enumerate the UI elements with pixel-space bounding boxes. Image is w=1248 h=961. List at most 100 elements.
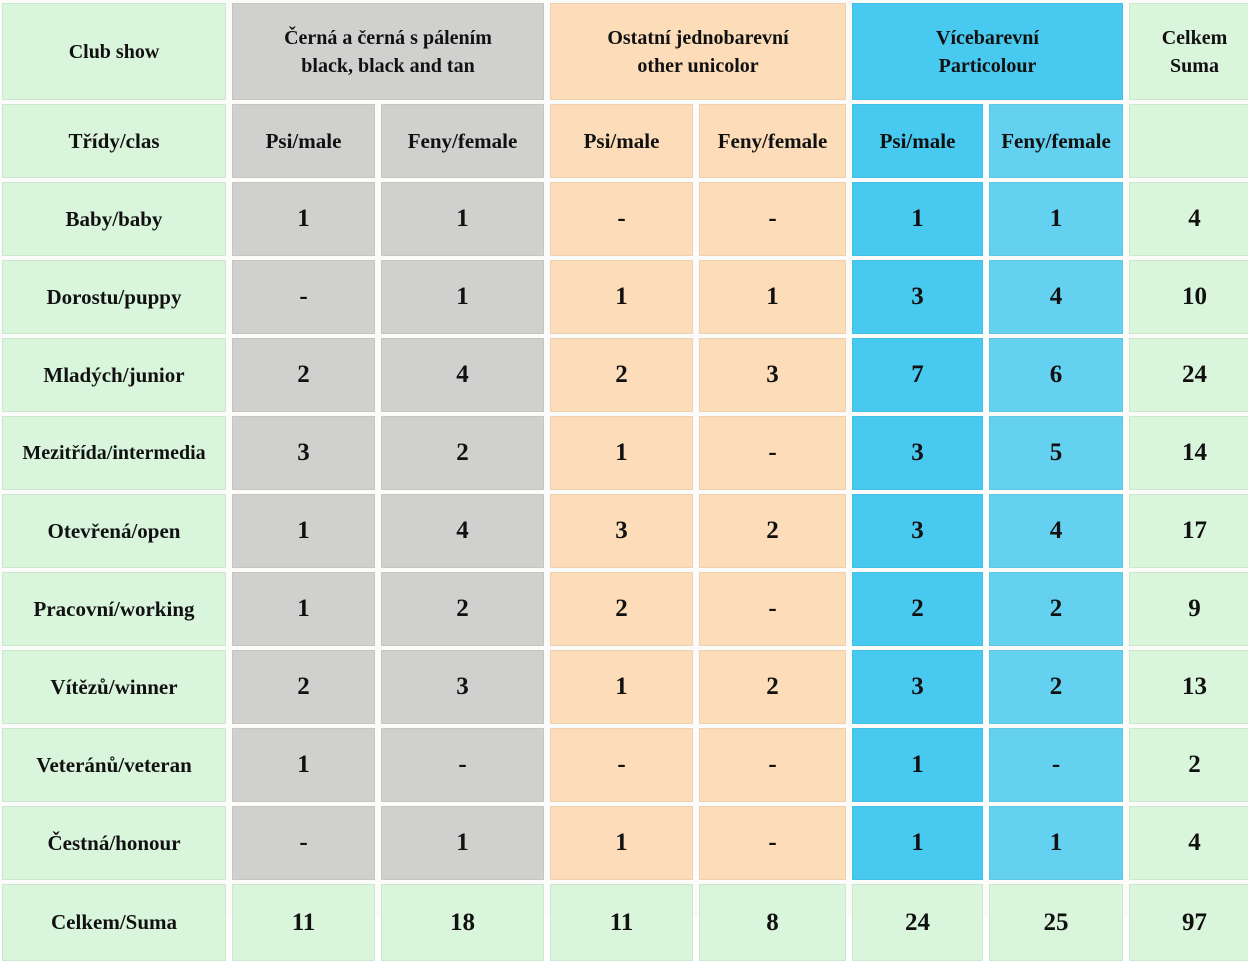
row-label: Vítězů/winner [2,650,226,724]
group-other-line2: other unicolor [637,54,759,77]
table-cell: 1 [381,260,544,334]
table-cell: 3 [550,494,693,568]
table-cell: 3 [852,416,983,490]
grand-total: 97 [1129,884,1248,961]
table-cell: 2 [381,416,544,490]
row-label: Mezitřída/intermedia [2,416,226,490]
subheader-black-male: Psi/male [232,104,375,178]
row-total: 24 [1129,338,1248,412]
table-cell: - [550,728,693,802]
table-cell: 1 [550,806,693,880]
corner-title: Club show [2,3,226,100]
row-total: 10 [1129,260,1248,334]
table-cell: - [699,572,846,646]
table-cell: 1 [381,806,544,880]
table-cell: 4 [989,260,1123,334]
table-cell: 3 [381,650,544,724]
table-cell: - [232,806,375,880]
total-header-line1: Celkem [1161,26,1228,49]
row-label: Mladých/junior [2,338,226,412]
table-cell: - [699,416,846,490]
subheader-total-empty [1129,104,1248,178]
group-header-black: Černá a černá s pálením black, black and … [232,3,544,100]
group-black-line1: Černá a černá s pálením [284,26,492,49]
table-cell: 2 [699,650,846,724]
table-cell: 1 [232,182,375,256]
table-cell: 2 [852,572,983,646]
sum-cell: 24 [852,884,983,961]
subheader-multi-male: Psi/male [852,104,983,178]
table-cell: 1 [852,182,983,256]
total-header: Celkem Suma [1129,3,1248,100]
table-cell: 1 [232,728,375,802]
row-label: Baby/baby [2,182,226,256]
sum-cell: 18 [381,884,544,961]
table-cell: 2 [699,494,846,568]
group-multi-line1: Vícebarevní [936,26,1039,49]
sum-cell: 11 [550,884,693,961]
table-cell: - [381,728,544,802]
table-cell: 1 [381,182,544,256]
row-total: 14 [1129,416,1248,490]
subheader-black-female: Feny/female [381,104,544,178]
table-cell: 1 [852,806,983,880]
group-other-line1: Ostatní jednobarevní [607,26,789,49]
table-cell: 3 [232,416,375,490]
row-total: 9 [1129,572,1248,646]
table-cell: 2 [550,338,693,412]
table-cell: 4 [989,494,1123,568]
table-cell: - [699,728,846,802]
table-cell: 2 [232,650,375,724]
table-cell: 1 [989,182,1123,256]
subheader-other-male: Psi/male [550,104,693,178]
table-cell: - [232,260,375,334]
table-cell: - [699,182,846,256]
row-total: 4 [1129,806,1248,880]
table-cell: - [699,806,846,880]
row-total: 4 [1129,182,1248,256]
sum-row-label: Celkem/Suma [2,884,226,961]
subheader-multi-female: Feny/female [989,104,1123,178]
row-total: 17 [1129,494,1248,568]
table-cell: 4 [381,494,544,568]
table-cell: 3 [852,260,983,334]
table-cell: - [550,182,693,256]
table-cell: 2 [232,338,375,412]
table-cell: 1 [989,806,1123,880]
table-cell: 2 [381,572,544,646]
table-cell: 2 [989,572,1123,646]
table-cell: 3 [852,494,983,568]
group-header-other: Ostatní jednobarevní other unicolor [550,3,846,100]
row-label: Čestná/honour [2,806,226,880]
table-cell: 3 [852,650,983,724]
table-cell: 1 [232,494,375,568]
table-cell: 1 [550,650,693,724]
row-total: 2 [1129,728,1248,802]
class-label: Třídy/clas [2,104,226,178]
sum-cell: 25 [989,884,1123,961]
sum-cell: 11 [232,884,375,961]
table-cell: 2 [550,572,693,646]
group-header-particolour: Vícebarevní Particolour [852,3,1123,100]
table-cell: - [989,728,1123,802]
table-cell: 3 [699,338,846,412]
table-cell: 1 [232,572,375,646]
row-label: Dorostu/puppy [2,260,226,334]
sum-cell: 8 [699,884,846,961]
table-cell: 2 [989,650,1123,724]
subheader-other-female: Feny/female [699,104,846,178]
row-total: 13 [1129,650,1248,724]
table-cell: 7 [852,338,983,412]
table-cell: 1 [852,728,983,802]
total-header-line2: Suma [1170,54,1219,77]
table-cell: 1 [699,260,846,334]
table-cell: 4 [381,338,544,412]
club-show-table: Club show Černá a černá s pálením black, … [2,3,1248,961]
table-cell: 1 [550,416,693,490]
table-cell: 5 [989,416,1123,490]
table-cell: 1 [550,260,693,334]
row-label: Veteránů/veteran [2,728,226,802]
group-black-line2: black, black and tan [301,54,475,77]
row-label: Pracovní/working [2,572,226,646]
table-cell: 6 [989,338,1123,412]
